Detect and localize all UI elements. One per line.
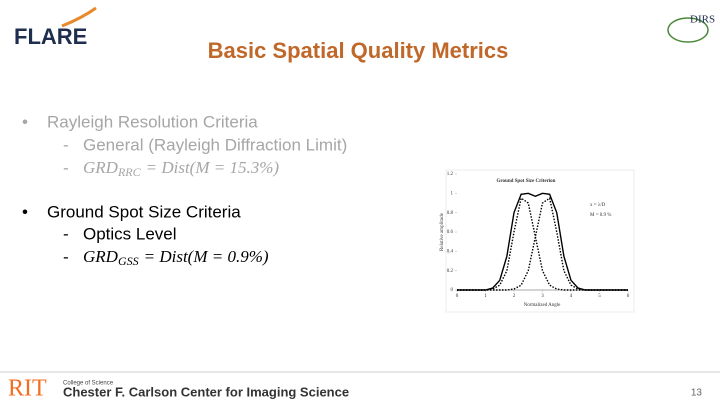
y-axis-label: Relative amplitude [440,212,445,251]
x-tick-label: 2 [513,294,516,299]
chart-title: Ground Spot Size Criterion [497,179,556,184]
sub-text: Optics Level [83,224,177,243]
y-tick-label: 0.8 [447,211,454,216]
chart: Ground Spot Size Criterion Normalized An… [440,169,635,313]
sub-dash: - [63,247,69,266]
y-tick-label: 0.6 [447,230,454,235]
line-series [457,192,628,291]
formula: GRDRRC = Dist(M = 15.3%) [83,158,279,179]
formula-main: GRD [83,158,119,177]
slide-title: Basic Spatial Quality Metrics [208,38,509,63]
x-tick-label: 3 [541,294,544,299]
footer-center: Chester F. Carlson Center for Imaging Sc… [63,384,349,399]
formula: GRDGSS = Dist(M = 0.9%) [83,247,269,268]
bullet-dot: • [22,112,28,131]
footer-logo: RIT [8,376,47,402]
formula-rest: = Dist(M = 15.3%) [146,158,280,177]
sub-dash: - [63,158,69,177]
logo: FLARE [14,24,87,49]
sub-text: General (Rayleigh Diffraction Limit) [83,135,347,154]
sub-dash: - [63,224,69,243]
annotation: M = 0.9 % [590,213,611,218]
logo-right: DIRS [690,14,715,26]
x-axis-label: Normalized Angle [524,303,562,308]
logo-arc [61,6,97,28]
bullet-dot: • [22,202,28,221]
logo-ring [667,17,709,43]
y-tick-label: 1 [451,191,454,196]
page-number: 13 [691,388,703,399]
x-tick-label: 5 [598,294,601,299]
x-tick-label: 4 [570,294,573,299]
y-tick-label: 1.2 [447,172,454,177]
x-tick-label: 1 [484,294,487,299]
formula-sub: RRC [117,165,142,179]
y-tick-label: 0.2 [447,269,454,274]
y-tick-label: 0 [451,288,454,293]
line-series [457,197,628,291]
formula-sub: GSS [118,254,139,268]
sub-dash: - [63,135,69,154]
annotation: x = λ/D [590,203,606,208]
y-tick-label: 0.4 [447,249,454,254]
formula-main: GRD [83,247,119,266]
footer-college: College of Science [63,381,114,387]
x-tick-label: 6 [627,294,630,299]
x-tick-label: 0 [456,294,459,299]
formula-rest: = Dist(M = 0.9%) [144,247,269,266]
bullet-text: Ground Spot Size Criteria [47,202,241,221]
bullet-text: Rayleigh Resolution Criteria [47,112,258,131]
